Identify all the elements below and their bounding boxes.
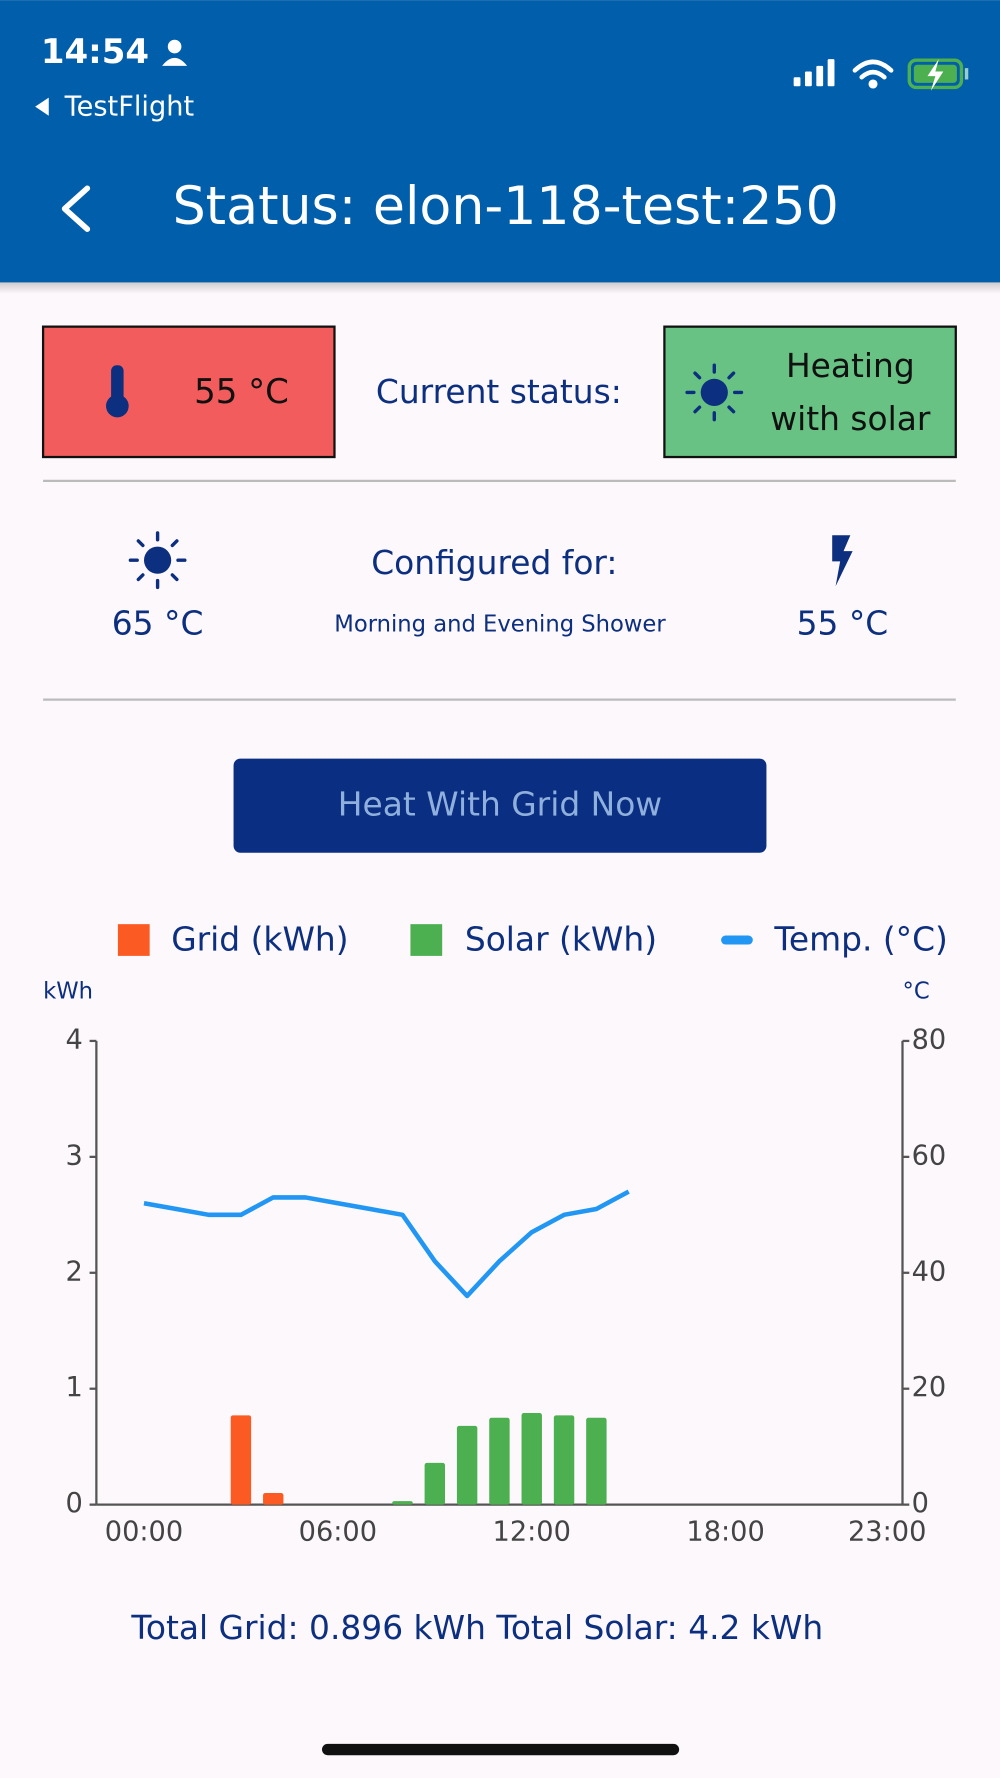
totals: Total Grid: 0.896 kWh Total Solar: 4.2 k… xyxy=(130,1608,823,1647)
bar xyxy=(586,1417,607,1505)
bar xyxy=(489,1417,510,1505)
bar xyxy=(521,1413,542,1505)
wifi-icon xyxy=(852,59,894,89)
bar xyxy=(553,1415,575,1505)
legend-label: Grid (kWh) xyxy=(171,920,348,959)
bar xyxy=(392,1501,413,1505)
bar xyxy=(424,1462,446,1505)
y2-tick-label: 40 xyxy=(912,1256,947,1287)
sun-icon xyxy=(685,363,744,422)
y2-tick-label: 80 xyxy=(912,1024,947,1055)
legend-marker xyxy=(721,935,753,945)
temperature-line xyxy=(143,1189,630,1299)
y-tick-label: 1 xyxy=(65,1372,82,1403)
x-tick-label: 12:00 xyxy=(493,1516,571,1547)
heat-button-label[interactable]: Heat With Grid Now xyxy=(338,785,662,824)
y-axis-unit: kWh xyxy=(43,979,93,1005)
temperature-card xyxy=(41,325,336,459)
header xyxy=(0,0,1000,283)
thermometer-icon xyxy=(106,365,129,418)
home-indicator xyxy=(321,1743,680,1756)
bar xyxy=(456,1425,478,1505)
bar xyxy=(230,1415,252,1505)
legend-label: Solar (kWh) xyxy=(465,920,657,959)
x-tick-label: 00:00 xyxy=(105,1516,183,1547)
clock: 14:54 xyxy=(41,32,149,72)
grid-target: 55 °C xyxy=(797,603,889,642)
y2-tick-label: 0 xyxy=(912,1488,929,1519)
x-tick-label: 18:00 xyxy=(686,1516,764,1547)
header-title: Status: elon-118-test:250 xyxy=(173,177,839,237)
signal-icon xyxy=(793,59,835,87)
x-tick-label: 23:00 xyxy=(848,1516,926,1547)
y-tick-label: 4 xyxy=(65,1024,82,1055)
battery-icon xyxy=(907,58,969,91)
y-tick-label: 3 xyxy=(65,1140,82,1171)
y2-tick-label: 60 xyxy=(912,1140,947,1171)
person-icon xyxy=(162,39,188,66)
x-tick-label: 06:00 xyxy=(299,1516,377,1547)
y-tick-label: 2 xyxy=(65,1256,82,1287)
config-title: Configured for: xyxy=(371,543,617,582)
header-shadow xyxy=(0,282,1000,294)
config-profile: Morning and Evening Shower xyxy=(334,611,666,637)
legend-label: Temp. (°C) xyxy=(773,920,947,959)
status-label: Current status: xyxy=(376,372,622,411)
solar-target: 65 °C xyxy=(112,603,204,642)
bolt-icon xyxy=(832,535,853,587)
bar xyxy=(263,1493,284,1505)
back-button[interactable] xyxy=(61,185,91,232)
status-line: with solar xyxy=(770,399,931,438)
back-app[interactable]: TestFlight xyxy=(64,91,195,122)
back-arrow-small[interactable] xyxy=(35,97,49,116)
current-temperature: 55 °C xyxy=(194,372,289,412)
sun-icon xyxy=(128,531,187,590)
y2-tick-label: 20 xyxy=(912,1372,947,1403)
y2-axis-unit: °C xyxy=(903,979,930,1005)
heat-button[interactable] xyxy=(233,758,767,853)
legend-marker xyxy=(410,924,443,956)
y-tick-label: 0 xyxy=(65,1488,82,1519)
legend-marker xyxy=(117,924,150,956)
status-line: Heating xyxy=(786,346,915,385)
